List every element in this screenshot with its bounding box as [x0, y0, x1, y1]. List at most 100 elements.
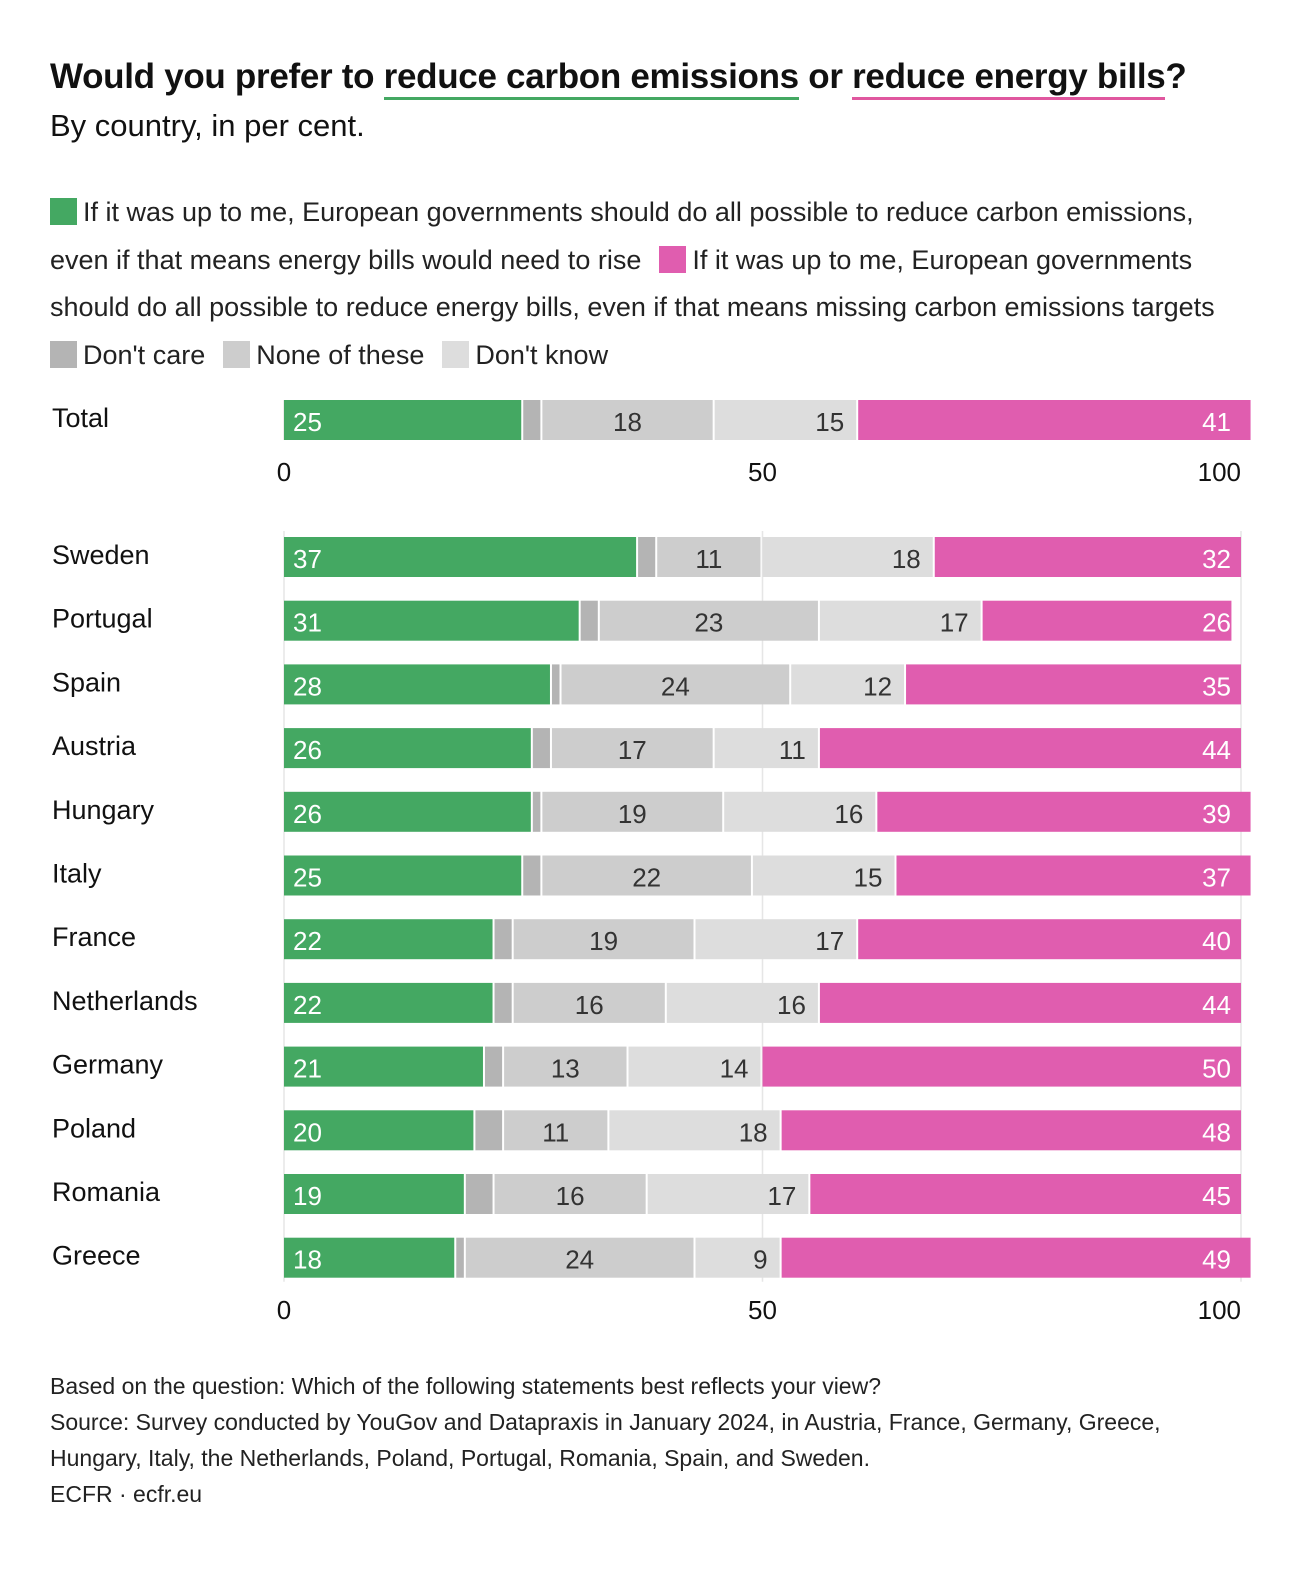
- row-label-netherlands: Netherlands: [52, 986, 198, 1016]
- value-label-poland-none: 11: [542, 1117, 569, 1147]
- bar-total-dont_care: [523, 400, 541, 440]
- bar-romania-none: [494, 1174, 646, 1214]
- bar-netherlands-none: [513, 982, 665, 1023]
- value-label-greece-dont_know: 9: [753, 1245, 767, 1275]
- bar-france-dont_care: [494, 919, 512, 960]
- bar-italy-none: [542, 855, 751, 896]
- legend-label-bills: If it was up to me, European governments…: [50, 244, 1215, 323]
- bar-italy-bills: [896, 855, 1251, 896]
- bar-germany-dont_care: [484, 1046, 503, 1087]
- value-label-portugal-carbon: 31: [293, 608, 322, 638]
- value-label-netherlands-carbon: 22: [293, 990, 322, 1020]
- bar-greece-dont_care: [456, 1237, 464, 1278]
- bar-total-none: [542, 400, 713, 440]
- value-label-italy-bills: 37: [1202, 863, 1231, 893]
- bar-portugal-dont_know: [819, 600, 981, 641]
- value-label-hungary-dont_know: 16: [834, 799, 863, 829]
- value-label-greece-carbon: 18: [293, 1245, 322, 1275]
- bar-italy-dont_know: [752, 855, 895, 896]
- bar-netherlands-carbon: [284, 982, 493, 1023]
- bar-germany-dont_know: [628, 1046, 761, 1087]
- legend-swatch-bills: [659, 245, 687, 273]
- value-label-portugal-none: 23: [694, 608, 723, 638]
- bar-austria-dont_care: [532, 728, 550, 769]
- value-label-poland-dont_know: 18: [739, 1117, 768, 1147]
- row-label-hungary: Hungary: [52, 795, 155, 825]
- bar-austria-bills: [819, 728, 1241, 769]
- bar-germany-bills: [762, 1046, 1241, 1087]
- bar-austria-none: [551, 728, 713, 769]
- value-label-portugal-bills: 26: [1202, 608, 1231, 638]
- bar-hungary-none: [542, 791, 723, 832]
- value-label-sweden-dont_know: 18: [892, 544, 921, 574]
- title-mid: or: [798, 57, 853, 96]
- title-prefix: Would you prefer to: [50, 57, 384, 96]
- value-label-sweden-bills: 32: [1202, 544, 1231, 574]
- bar-total-carbon: [284, 400, 522, 440]
- value-label-austria-bills: 44: [1202, 735, 1231, 765]
- value-label-italy-none: 22: [632, 863, 661, 893]
- bar-greece-dont_know: [695, 1237, 780, 1278]
- bar-sweden-dont_care: [638, 537, 656, 577]
- x-tick-countries-2: 100: [1198, 1295, 1241, 1325]
- bar-sweden-none: [657, 537, 761, 577]
- bar-romania-carbon: [284, 1174, 464, 1214]
- value-label-netherlands-bills: 44: [1202, 990, 1231, 1020]
- footer-credit: ECFR · ecfr.eu: [50, 1481, 203, 1507]
- bar-italy-dont_care: [523, 855, 541, 896]
- value-label-sweden-none: 11: [695, 544, 722, 574]
- bar-greece-bills: [781, 1237, 1251, 1278]
- bar-romania-dont_know: [647, 1174, 809, 1214]
- row-label-portugal: Portugal: [52, 604, 153, 634]
- value-label-germany-none: 13: [551, 1054, 580, 1084]
- title-carbon-highlight: reduce carbon emissions: [383, 57, 799, 100]
- bar-spain-bills: [906, 664, 1241, 705]
- legend-swatch-carbon: [50, 198, 77, 225]
- row-label-austria: Austria: [52, 731, 137, 761]
- bar-france-bills: [858, 919, 1241, 960]
- value-label-spain-dont_know: 12: [863, 671, 892, 701]
- row-label-spain: Spain: [52, 667, 121, 697]
- bar-portugal-bills: [982, 600, 1232, 641]
- bar-hungary-carbon: [284, 791, 531, 832]
- value-label-austria-dont_know: 11: [779, 735, 806, 765]
- value-label-total-dont_know: 15: [815, 407, 844, 437]
- value-label-greece-bills: 49: [1202, 1245, 1231, 1275]
- bar-austria-dont_know: [714, 728, 818, 769]
- value-label-romania-bills: 45: [1202, 1181, 1231, 1211]
- legend-label-carbon: If it was up to me, European governments…: [50, 197, 1194, 275]
- value-label-greece-none: 24: [565, 1245, 594, 1275]
- title-bills-highlight: reduce energy bills: [852, 57, 1166, 100]
- value-label-germany-bills: 50: [1202, 1054, 1231, 1084]
- bar-france-none: [513, 919, 694, 960]
- bar-poland-dont_know: [609, 1110, 780, 1151]
- bar-netherlands-dont_know: [666, 982, 818, 1023]
- value-label-total-none: 18: [613, 407, 642, 437]
- bar-sweden-bills: [934, 537, 1241, 577]
- bar-romania-bills: [810, 1174, 1241, 1214]
- bar-netherlands-bills: [819, 982, 1241, 1023]
- x-tick-countries-1: 50: [748, 1295, 777, 1325]
- value-label-hungary-none: 19: [618, 799, 647, 829]
- title-suffix: ?: [1165, 57, 1187, 96]
- bar-greece-carbon: [284, 1237, 455, 1278]
- value-label-total-carbon: 25: [293, 407, 322, 437]
- bar-netherlands-dont_care: [494, 982, 512, 1023]
- x-tick-countries-0: 0: [277, 1295, 291, 1325]
- bar-poland-none: [504, 1110, 608, 1151]
- bar-spain-carbon: [284, 664, 550, 705]
- bar-portugal-none: [599, 600, 818, 641]
- bar-portugal-dont_care: [580, 600, 598, 641]
- row-label-germany: Germany: [52, 1050, 164, 1080]
- legend-label-dont-know: Don't know: [475, 339, 609, 370]
- value-label-netherlands-none: 16: [575, 990, 604, 1020]
- legend-label-dont-care: Don't care: [83, 339, 206, 370]
- value-label-austria-carbon: 26: [293, 735, 322, 765]
- x-tick-total-1: 50: [748, 457, 777, 487]
- value-label-poland-carbon: 20: [293, 1117, 322, 1147]
- bar-france-carbon: [284, 919, 493, 960]
- chart-subtitle: By country, in per cent.: [50, 108, 365, 143]
- value-label-germany-dont_know: 14: [720, 1054, 749, 1084]
- value-label-poland-bills: 48: [1202, 1117, 1231, 1147]
